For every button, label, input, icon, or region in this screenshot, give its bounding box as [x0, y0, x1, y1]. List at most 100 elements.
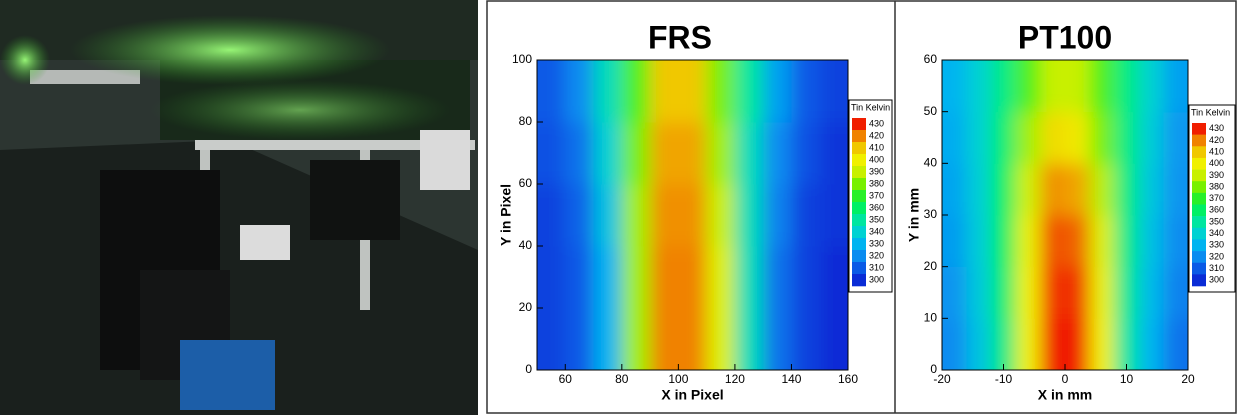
heat-cell	[621, 184, 651, 247]
colorbar-swatch	[1192, 157, 1206, 170]
heat-cell	[791, 122, 821, 185]
heat-cell	[593, 122, 623, 185]
heat-cell	[565, 184, 595, 247]
chart-title: PT100	[1018, 19, 1112, 55]
colorbar-label: 370	[1209, 193, 1224, 203]
heat-cell	[991, 60, 1017, 113]
heat-cell	[1065, 266, 1091, 319]
colorbar-label: 400	[1209, 158, 1224, 168]
heat-cell	[1163, 318, 1188, 370]
heat-cell	[537, 60, 566, 123]
colorbar-label: 420	[869, 130, 884, 140]
heat-cell	[537, 308, 566, 370]
heat-cell	[1114, 215, 1140, 268]
heat-cell	[1089, 163, 1115, 216]
heat-cell	[966, 318, 992, 370]
y-tick-label: 0	[930, 362, 937, 376]
heat-cell	[819, 60, 848, 123]
heat-cell	[942, 215, 968, 268]
colorbar-title: Tin Kelvin	[851, 102, 890, 112]
colorbar-swatch	[1192, 239, 1206, 252]
heat-cell	[678, 308, 708, 370]
y-tick-label: 100	[512, 52, 532, 66]
colorbar-label: 300	[869, 274, 884, 284]
colorbar-swatch	[1192, 181, 1206, 194]
y-tick-label: 40	[924, 156, 938, 170]
heat-cell	[1015, 163, 1041, 216]
heat-cell	[1015, 111, 1041, 164]
heat-cell	[942, 163, 968, 216]
heat-cell	[593, 308, 623, 370]
heat-cell	[650, 122, 679, 185]
heat-cell	[1114, 318, 1140, 370]
heat-cell	[678, 60, 708, 123]
colorbar-swatch	[1192, 123, 1206, 135]
y-tick-label: 40	[519, 238, 533, 252]
heat-cell	[1040, 266, 1066, 319]
colorbar-swatch	[852, 214, 866, 227]
colorbar-swatch	[852, 274, 866, 287]
heatmap	[537, 60, 848, 370]
heat-cell	[593, 60, 623, 123]
heat-cell	[1065, 111, 1091, 164]
heat-cell	[791, 60, 821, 123]
heat-cell	[537, 246, 566, 309]
colorbar-label: 370	[869, 190, 884, 200]
heat-cell	[1089, 318, 1115, 370]
heat-cell	[621, 122, 651, 185]
heat-cell	[734, 246, 764, 309]
heat-cell	[1040, 163, 1066, 216]
heat-cell	[791, 246, 821, 309]
heat-cell	[1114, 60, 1140, 113]
heat-cell	[991, 163, 1017, 216]
heat-cell	[537, 184, 566, 247]
heat-cell	[706, 122, 736, 185]
heat-cell	[819, 122, 848, 185]
colorbar-label: 410	[869, 142, 884, 152]
colorbar-title: Tin Kelvin	[1191, 107, 1230, 117]
chart-title: FRS	[648, 19, 712, 55]
colorbar-label: 330	[1209, 240, 1224, 250]
x-axis-label: X in mm	[1038, 387, 1092, 403]
heat-cell	[1015, 318, 1041, 370]
colorbar-swatch	[852, 166, 866, 179]
heat-cell	[734, 122, 764, 185]
heat-cell	[678, 184, 708, 247]
heat-cell	[966, 163, 992, 216]
heat-cell	[734, 60, 764, 123]
heat-cell	[991, 215, 1017, 268]
colorbar-label: 340	[1209, 228, 1224, 238]
y-tick-label: 20	[924, 259, 938, 273]
colorbar-label: 340	[869, 226, 884, 236]
heat-cell	[1040, 111, 1066, 164]
heat-cell	[1065, 60, 1091, 113]
heat-cell	[819, 246, 848, 309]
heat-cell	[1065, 163, 1091, 216]
colorbar-label: 430	[869, 118, 884, 128]
y-axis-label: Y in Pixel	[498, 184, 514, 246]
heat-cell	[1015, 215, 1041, 268]
heat-cell	[678, 122, 708, 185]
plot-frame	[536, 59, 849, 371]
lab-photo	[0, 0, 478, 415]
colorbar-label: 320	[869, 250, 884, 260]
y-tick-label: 30	[924, 207, 938, 221]
heat-cell	[763, 308, 792, 370]
heat-cell	[593, 184, 623, 247]
colorbar-label: 310	[869, 262, 884, 272]
colorbar-label: 400	[869, 154, 884, 164]
heat-cell	[1138, 163, 1164, 216]
heat-cell	[1089, 266, 1115, 319]
y-tick-label: 50	[924, 104, 938, 118]
y-tick-label: 80	[519, 114, 533, 128]
colorbar-swatch	[1192, 227, 1206, 240]
heat-cell	[1040, 318, 1066, 370]
colorbar-swatch	[1192, 169, 1206, 182]
colorbar-label: 350	[869, 214, 884, 224]
heat-cell	[791, 184, 821, 247]
heat-cell	[1138, 215, 1164, 268]
heat-cell	[1163, 111, 1188, 164]
colorbar-swatch	[1192, 204, 1206, 217]
heat-cell	[1163, 266, 1188, 319]
y-tick-label: 60	[924, 52, 938, 66]
